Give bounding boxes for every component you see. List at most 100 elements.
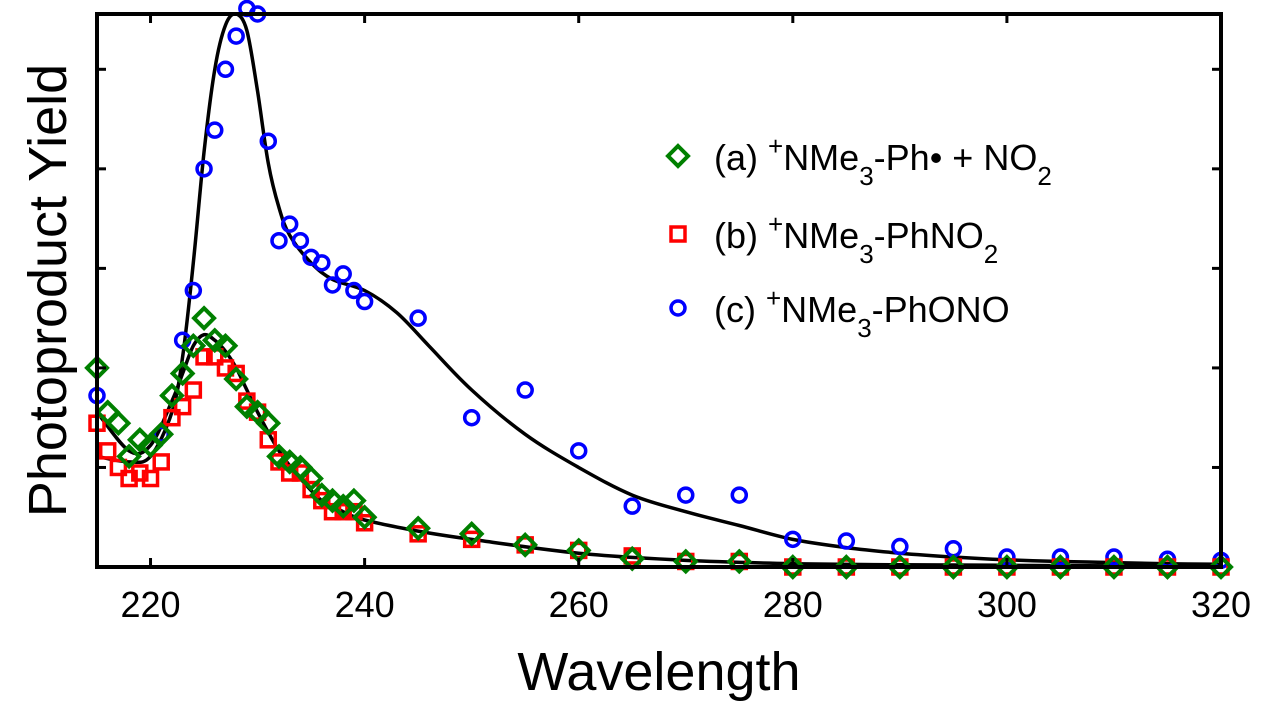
x-tick-label: 260 [549,584,609,625]
data-point-c [334,265,352,283]
data-point-a [126,426,153,453]
data-point-c [462,408,481,427]
data-point-c [677,486,695,504]
data-point-a [308,482,335,508]
data-point-c [323,276,342,294]
data-point-a [212,332,239,359]
data-point-a [319,487,346,514]
data-point-a [298,465,324,492]
fit-curve-c [96,12,1222,566]
data-point-b [184,381,203,399]
legend-label-b: (b) +NMe3-PhNO2 [714,209,998,269]
y-axis-title: Photoproduct Yield [18,64,78,517]
plot-frame [95,12,1223,569]
data-point-c [944,540,963,558]
data-point-a [672,548,699,575]
data-point-a [116,443,142,470]
data-point-b [163,408,181,427]
data-point-a [159,382,185,409]
data-point-a [223,366,249,392]
data-point-a [405,515,431,542]
data-point-b [569,541,588,560]
legend-item-a: (a) +NMe3-Ph• + NO2 [665,131,1052,191]
data-point-c [152,425,170,444]
data-point-c [516,381,534,399]
data-point-a [180,332,207,359]
data-point-a [341,487,367,514]
data-point-a [105,410,132,437]
data-point-a [833,554,860,580]
data-point-a [779,554,806,580]
data-point-c [730,486,749,504]
data-point-a [169,360,196,387]
data-point-a [887,554,913,580]
legend-label-a: (a) +NMe3-Ph• + NO2 [714,131,1052,191]
data-point-c [837,532,856,550]
data-point-a [255,410,282,437]
data-point-c [259,132,278,150]
data-point-a [351,504,378,531]
data-point-a [994,554,1020,580]
data-point-c [345,281,363,300]
data-point-b [152,453,170,471]
data-point-c [206,121,224,139]
data-point-c [1051,548,1070,566]
data-point-b [109,458,128,477]
data-point-c [355,292,374,311]
axis-ticks: 220 240 260 280 300 320 [97,14,1251,625]
x-tick-label: 240 [335,584,395,625]
series-b [88,348,1230,576]
data-point-a [1101,554,1127,580]
data-point-c [569,442,588,460]
fit-curve-a [95,332,1222,569]
x-axis-title: Wavelength [517,642,800,702]
series-a [84,305,1234,580]
data-point-c [291,231,310,250]
data-point-b [98,442,117,460]
data-point-c [623,497,641,515]
data-point-a [1047,554,1074,580]
series-c [88,0,1230,570]
legend-marker-a [665,143,691,169]
legend-item-c: (c) +NMe3-PhONO [669,283,1010,343]
x-tick-label: 320 [1191,584,1251,625]
data-point-a [458,520,485,547]
legend-marker-c [669,299,687,317]
plot-border [95,12,1223,569]
data-point-c [409,309,427,327]
data-point-c [1105,548,1123,566]
legend: (a) +NMe3-Ph• + NO2 (b) +NMe3-PhNO2 (c) +N… [665,131,1052,343]
x-tick-label: 300 [977,584,1037,625]
data-point-a [191,305,217,331]
data-point-a [1208,554,1234,580]
data-point-b [516,536,534,554]
data-point-c [184,281,203,300]
data-point-b [141,469,160,488]
legend-item-b: (b) +NMe3-PhNO2 [669,209,998,269]
data-point-a [234,393,260,420]
data-point-a [940,554,967,580]
x-tick-label: 220 [120,584,180,625]
data-point-a [512,532,539,558]
data-point-a [201,327,228,354]
data-point-a [276,449,303,475]
data-point-c [784,530,802,549]
data-point-c [216,60,235,79]
x-tick-label: 280 [763,584,823,625]
legend-marker-b [669,225,687,243]
data-point-b [173,397,192,416]
legend-label-c: (c) +NMe3-PhONO [714,283,1010,343]
data-point-c [280,215,299,233]
data-point-c [270,231,288,250]
data-point-c [313,254,331,272]
data-point-a [1154,554,1181,580]
data-point-a [148,421,175,448]
fit-curves [95,12,1222,569]
data-point-c [891,537,909,556]
data-point-c [195,160,213,178]
data-point-a [330,493,357,519]
data-point-a [726,548,753,575]
data-point-c [227,27,245,45]
data-point-a [266,443,292,470]
